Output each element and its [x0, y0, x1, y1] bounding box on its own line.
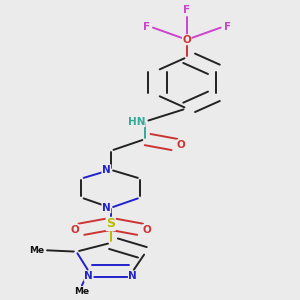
- Text: Me: Me: [74, 287, 89, 296]
- Text: F: F: [183, 5, 190, 15]
- Text: N: N: [102, 165, 111, 175]
- Text: O: O: [182, 35, 191, 45]
- Text: O: O: [70, 225, 79, 235]
- Text: N: N: [102, 203, 111, 213]
- Text: F: F: [224, 22, 231, 32]
- Text: N: N: [84, 271, 93, 281]
- Text: F: F: [143, 22, 150, 32]
- Text: S: S: [106, 218, 115, 230]
- Text: Me: Me: [29, 246, 44, 255]
- Text: HN: HN: [128, 117, 145, 127]
- Text: O: O: [177, 140, 186, 150]
- Text: O: O: [142, 225, 152, 235]
- Text: N: N: [128, 271, 137, 281]
